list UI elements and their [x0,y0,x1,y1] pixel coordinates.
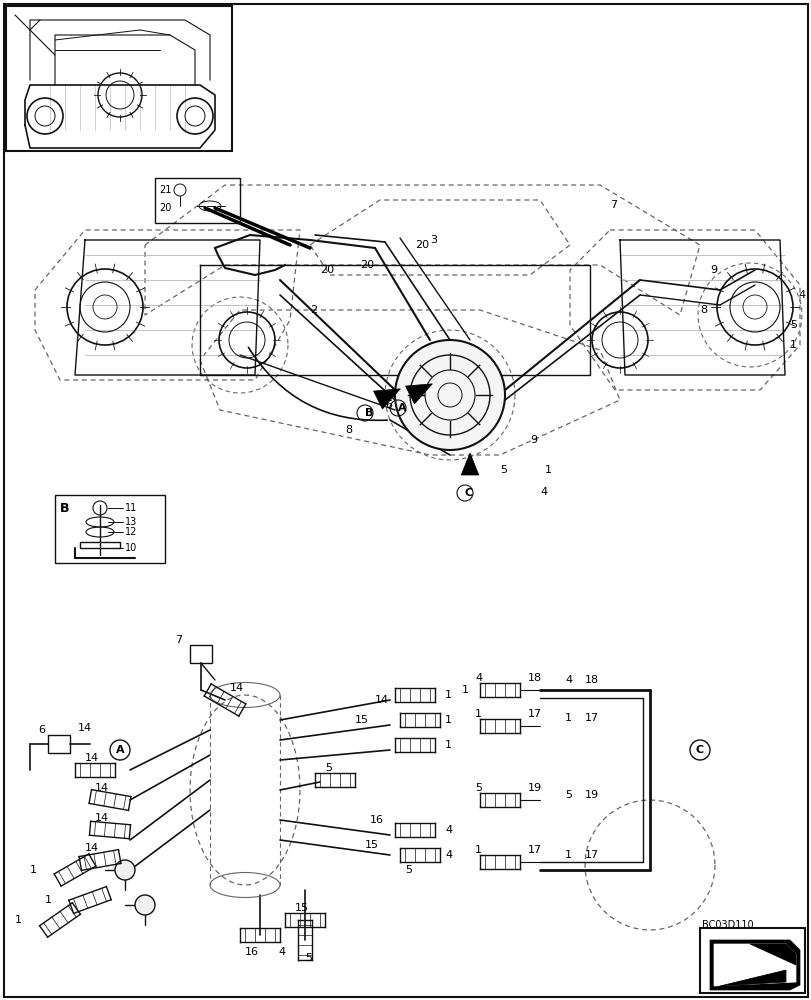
Text: BC03D110: BC03D110 [702,920,753,930]
Text: 7: 7 [609,200,616,210]
Text: 1: 1 [789,340,796,350]
Text: 20: 20 [159,203,171,213]
Text: 16: 16 [370,815,384,825]
Bar [55,495,165,563]
Text: 1: 1 [474,709,482,719]
Text: B: B [60,502,70,514]
Text: 7: 7 [175,635,182,645]
Text: 14: 14 [375,695,388,705]
Text: 13: 13 [125,517,137,527]
Text: 14: 14 [78,723,92,733]
Text: 15: 15 [354,715,368,725]
Text: 4: 4 [277,947,285,957]
Text: 21: 21 [159,185,171,195]
Text: 4: 4 [564,675,572,685]
Text: 1: 1 [444,690,452,700]
Text: 4: 4 [797,290,805,300]
Text: 17: 17 [584,713,599,723]
Text: 6: 6 [38,725,45,735]
Circle shape [135,895,155,915]
Text: 5: 5 [474,783,482,793]
Text: 1: 1 [461,685,469,695]
Polygon shape [709,940,799,990]
Text: 5: 5 [324,763,332,773]
Text: 1: 1 [30,865,37,875]
Text: 1: 1 [15,915,22,925]
Bar [6,6,232,151]
Text: 4: 4 [444,850,452,860]
Text: 14: 14 [95,783,109,793]
Text: 5: 5 [500,465,506,475]
Text: 1: 1 [45,895,52,905]
Text: 16: 16 [245,947,259,957]
Text: 20: 20 [359,260,374,270]
Text: 14: 14 [85,753,99,763]
Text: A: A [397,403,406,413]
Text: 4: 4 [444,825,452,835]
Bar [190,645,212,663]
Circle shape [394,340,504,450]
Text: 5: 5 [789,320,796,330]
Text: 15: 15 [294,903,309,913]
Circle shape [115,860,135,880]
Text: 1: 1 [444,740,452,750]
Text: 4: 4 [539,487,547,497]
Bar [155,178,240,223]
Polygon shape [719,970,785,986]
Text: 1: 1 [544,465,551,475]
Text: 2: 2 [310,305,317,315]
Text: 5: 5 [405,865,411,875]
Text: 14: 14 [230,683,244,693]
Text: 20: 20 [414,240,428,250]
Bar [48,735,70,753]
Text: 19: 19 [584,790,599,800]
Bar [699,928,804,993]
Text: 1: 1 [564,713,571,723]
Text: B: B [365,408,373,418]
Text: 17: 17 [527,845,542,855]
Text: 11: 11 [125,503,137,513]
Text: 18: 18 [527,673,542,683]
Text: 18: 18 [584,675,599,685]
Text: 14: 14 [95,813,109,823]
Text: 5: 5 [564,790,571,800]
Text: 8: 8 [699,305,706,315]
Text: 10: 10 [125,543,137,553]
Text: 19: 19 [527,783,542,793]
Text: 15: 15 [365,840,379,850]
Text: 3: 3 [430,235,436,245]
Text: 17: 17 [527,709,542,719]
Text: C: C [695,745,703,755]
Text: A: A [115,745,124,755]
Polygon shape [713,944,795,986]
Text: 5: 5 [305,953,311,963]
Text: 14: 14 [85,843,99,853]
Text: 17: 17 [584,850,599,860]
Polygon shape [461,453,478,475]
Bar [80,542,120,548]
Text: 1: 1 [474,845,482,855]
Text: 9: 9 [709,265,716,275]
Text: C: C [465,488,473,498]
Polygon shape [749,944,795,965]
Text: 1: 1 [444,715,452,725]
Text: 1: 1 [564,850,571,860]
Polygon shape [373,389,400,409]
Text: 8: 8 [345,425,352,435]
Text: 4: 4 [474,673,482,683]
Text: 6: 6 [384,400,392,410]
Text: 12: 12 [125,527,137,537]
Text: 20: 20 [320,265,333,275]
Text: 9: 9 [530,435,536,445]
Polygon shape [405,384,431,404]
